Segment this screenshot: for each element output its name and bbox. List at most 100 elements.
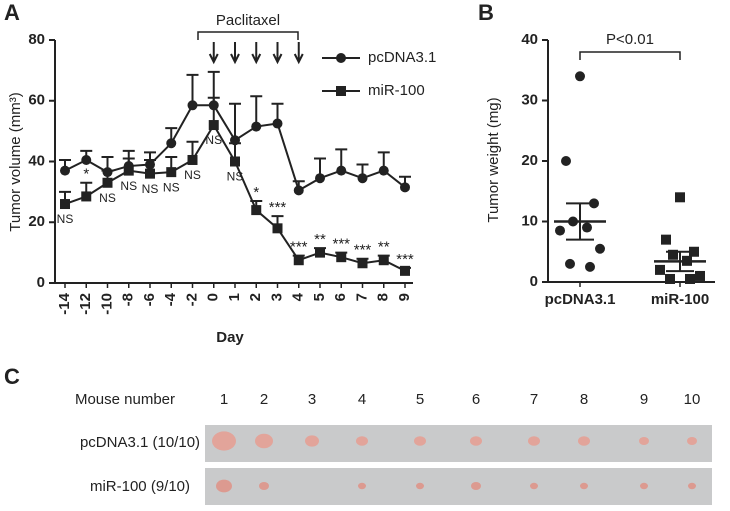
y-tick-label: 0 bbox=[530, 273, 538, 290]
x-tick-label: -2 bbox=[183, 293, 200, 306]
treatment-arrow bbox=[230, 42, 240, 65]
x-tick-label: 5 bbox=[311, 293, 328, 301]
data-point bbox=[230, 156, 240, 167]
tumor-photo bbox=[255, 433, 273, 449]
data-point bbox=[357, 173, 368, 184]
tumor-photo bbox=[305, 435, 319, 447]
error-bar bbox=[566, 202, 594, 241]
treatment-arrow bbox=[272, 42, 283, 65]
tumor-photo bbox=[414, 436, 426, 446]
x-tick-label: 3 bbox=[268, 293, 285, 301]
mouse-number: 4 bbox=[358, 391, 366, 408]
significance-label: * bbox=[83, 166, 89, 183]
x-tick-label: -12 bbox=[77, 293, 94, 315]
tumor-photo bbox=[580, 482, 588, 490]
data-point bbox=[251, 121, 262, 132]
x-tick-label: 7 bbox=[353, 293, 370, 301]
significance-label: ** bbox=[314, 231, 326, 248]
tumor-photo bbox=[528, 436, 540, 446]
photo-header: Mouse number bbox=[75, 391, 175, 408]
row-label: pcDNA3.1 (10/10) bbox=[80, 434, 200, 451]
tumor-photo bbox=[639, 437, 649, 445]
x-tick-label: -6 bbox=[141, 293, 158, 306]
significance-label: NS bbox=[57, 212, 74, 226]
data-point bbox=[336, 165, 347, 176]
data-point bbox=[655, 264, 665, 275]
tumor-photo bbox=[416, 482, 424, 490]
legend-marker bbox=[336, 86, 346, 96]
data-point bbox=[60, 199, 70, 210]
data-point bbox=[661, 234, 671, 245]
photo-strip bbox=[205, 425, 712, 462]
significance-label: NS bbox=[184, 168, 201, 182]
significance-label: NS bbox=[163, 180, 180, 194]
panel-label: B bbox=[478, 0, 494, 25]
data-point bbox=[166, 167, 177, 178]
tumor-photo bbox=[470, 436, 482, 446]
data-point bbox=[695, 270, 705, 281]
tumor-photo bbox=[688, 482, 696, 490]
significance-label: *** bbox=[269, 199, 287, 216]
significance-label: *** bbox=[332, 236, 350, 253]
treatment-arrow bbox=[293, 42, 304, 65]
error-bar bbox=[229, 102, 241, 141]
error-bar bbox=[666, 250, 694, 273]
panel-label: C bbox=[4, 364, 20, 389]
data-point bbox=[208, 120, 219, 131]
mouse-number: 10 bbox=[684, 391, 701, 408]
data-point bbox=[166, 138, 177, 149]
error-bar bbox=[186, 73, 199, 106]
data-point bbox=[145, 168, 155, 179]
tumor-photo bbox=[530, 482, 538, 490]
data-point bbox=[336, 252, 347, 263]
data-point bbox=[378, 255, 389, 266]
treatment-bracket bbox=[197, 31, 299, 40]
p-bracket bbox=[579, 51, 681, 60]
data-point bbox=[272, 223, 283, 234]
data-point bbox=[665, 273, 675, 284]
y-axis-label: Tumor weight (mg) bbox=[485, 97, 502, 222]
significance-label: *** bbox=[396, 251, 414, 268]
legend-label: pcDNA3.1 bbox=[368, 49, 436, 66]
mouse-number: 7 bbox=[530, 391, 538, 408]
x-tick-label: -10 bbox=[98, 293, 115, 315]
tumor-photo bbox=[259, 482, 269, 490]
x-tick-label: -14 bbox=[56, 292, 73, 314]
x-tick-label: pcDNA3.1 bbox=[545, 291, 616, 308]
mouse-number: 3 bbox=[308, 391, 316, 408]
x-tick-label: 0 bbox=[205, 293, 222, 301]
data-point bbox=[272, 118, 283, 129]
x-tick-label: 4 bbox=[290, 292, 307, 301]
data-point bbox=[187, 154, 198, 165]
tumor-photo bbox=[578, 436, 590, 446]
significance-label: NS bbox=[227, 170, 244, 184]
panel-label: A bbox=[4, 0, 20, 25]
data-point bbox=[565, 258, 575, 269]
x-tick-label: 1 bbox=[226, 293, 243, 301]
data-point bbox=[293, 185, 304, 196]
tumor-photo bbox=[358, 482, 366, 490]
mouse-number: 6 bbox=[472, 391, 480, 408]
x-tick-label: 2 bbox=[247, 293, 264, 301]
tumor-photo bbox=[687, 437, 697, 445]
data-point bbox=[315, 173, 325, 184]
mouse-number: 5 bbox=[416, 391, 424, 408]
row-label: miR-100 (9/10) bbox=[90, 478, 190, 495]
y-tick-label: 40 bbox=[521, 31, 538, 48]
data-point bbox=[123, 165, 134, 176]
data-point bbox=[575, 71, 585, 82]
significance-label: NS bbox=[99, 191, 116, 205]
y-tick-label: 20 bbox=[28, 213, 45, 230]
photo-strip bbox=[205, 468, 712, 505]
x-tick-label: miR-100 bbox=[651, 291, 709, 308]
x-tick-label: -8 bbox=[120, 293, 137, 306]
tumor-photo bbox=[356, 436, 368, 446]
significance-label: ** bbox=[378, 239, 390, 256]
data-point bbox=[60, 165, 70, 176]
data-point bbox=[81, 154, 92, 165]
x-tick-label: -4 bbox=[162, 292, 179, 306]
y-tick-label: 20 bbox=[521, 152, 538, 169]
data-point bbox=[595, 243, 605, 254]
x-tick-label: 9 bbox=[396, 293, 413, 301]
legend-label: miR-100 bbox=[368, 82, 425, 99]
